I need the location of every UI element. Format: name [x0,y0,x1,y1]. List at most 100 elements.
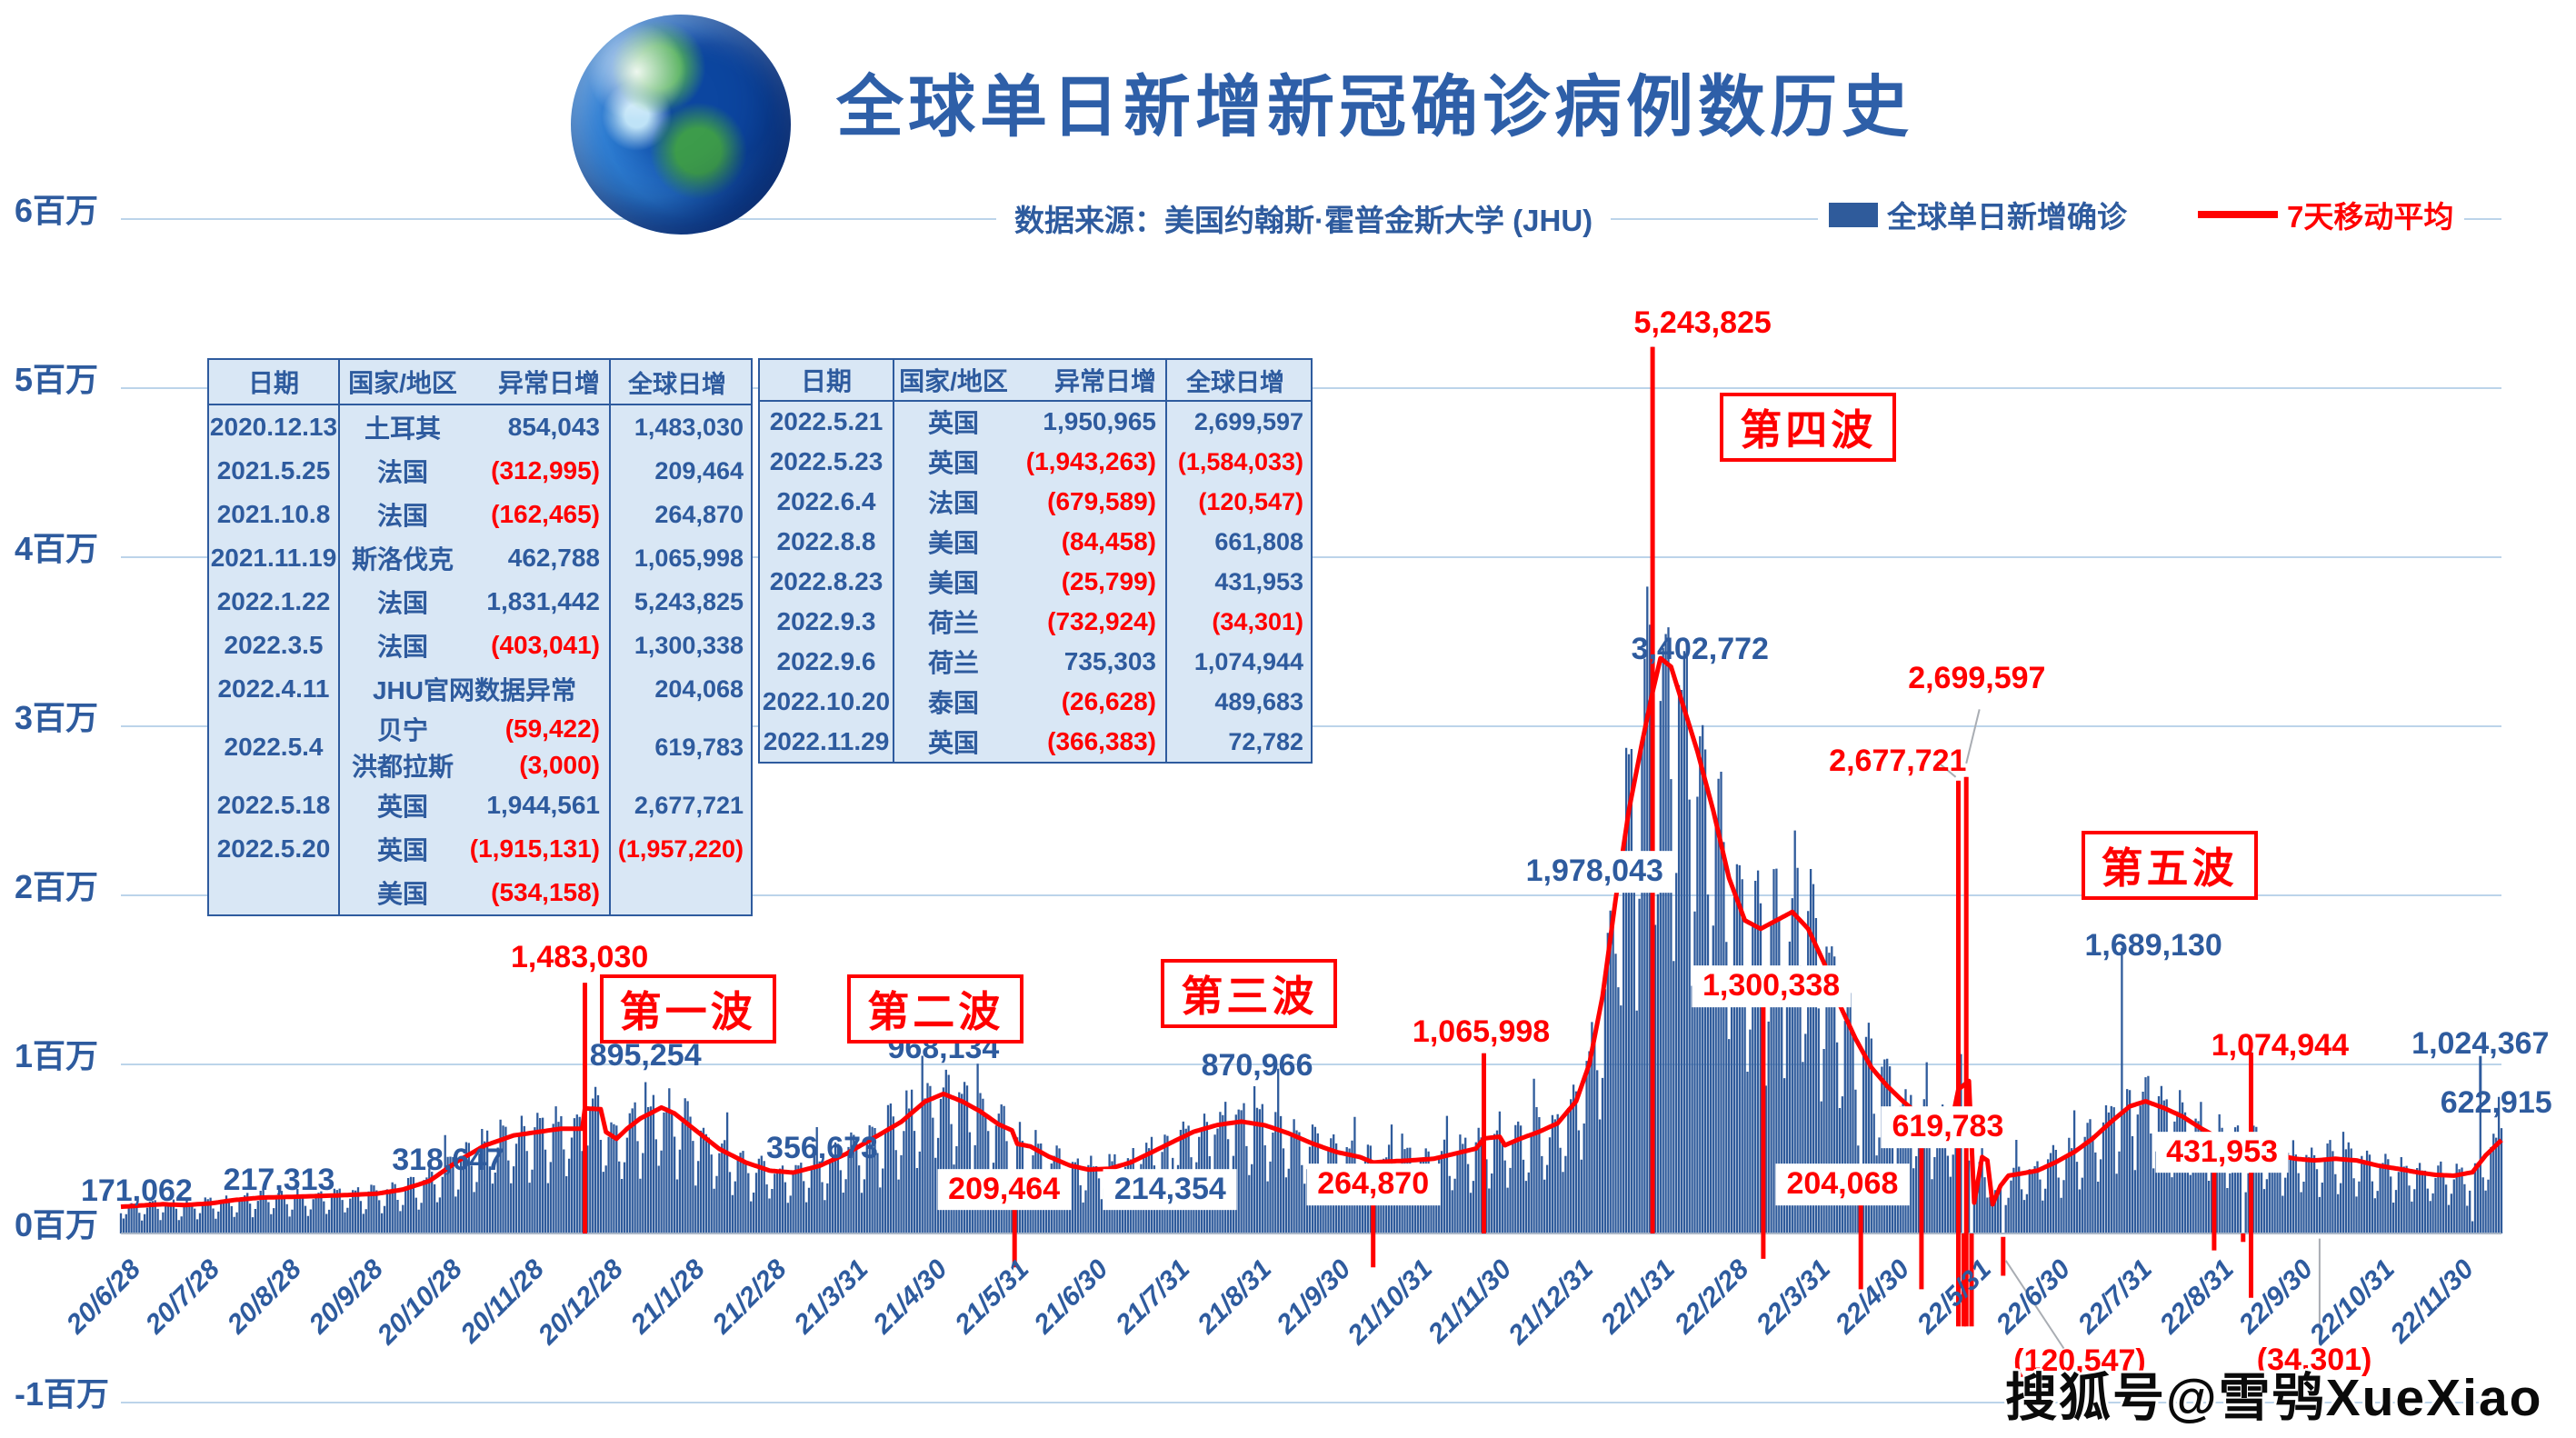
value-label: 1,689,130 [2084,927,2222,963]
date-cell [209,871,338,914]
value-label: 870,966 [1201,1048,1313,1083]
value-label: 2,677,721 [1829,744,1967,779]
svg-text:0百万: 0百万 [15,1206,98,1243]
date-cell: 2022.5.20 [216,834,331,863]
svg-text:21/1/28: 21/1/28 [624,1253,711,1340]
table-row: 美国 (534,158) [209,871,751,914]
anomaly-cell: JHU官网数据异常 [338,667,611,711]
leader-lines [1936,709,2482,1350]
value-label: 1,074,944 [2211,1027,2349,1063]
anomaly-table-right: 日期 国家/地区 异常日增 全球日增 2022.5.21 英国 1,950,965 2,699… [758,358,1313,764]
anomaly-cell: 英国 1,950,965 [893,402,1167,442]
date-cell: 2022.11.29 [763,727,890,755]
svg-text:22/2/28: 22/2/28 [1669,1253,1755,1340]
table-row: 2021.10.8 法国 (162,465) 264,870 [209,493,751,536]
wave-label: 第四波 [1720,392,1897,462]
svg-text:22/8/31: 22/8/31 [2153,1254,2240,1341]
value-label: (34,301) [2256,1342,2372,1377]
value-label: 5,243,825 [1633,305,1772,341]
table-header-row: 日期 国家/地区 异常日增 全球日增 [209,360,751,405]
svg-text:21/4/30: 21/4/30 [867,1253,954,1340]
table-row: 2022.4.11 JHU官网数据异常 204,068 [209,667,751,711]
date-cell: 2022.9.6 [776,647,876,675]
value-label: 217,313 [223,1163,335,1198]
svg-text:22/5/31: 22/5/31 [1911,1254,1997,1341]
date-cell: 2022.5.23 [769,447,884,475]
global-cell: 661,808 [1214,527,1303,555]
table-row: 2022.5.4 贝宁 (59,422) 洪都拉斯 (3,000) 619,783 [209,711,751,784]
table-header-row: 日期 国家/地区 异常日增 全球日增 [760,360,1311,402]
svg-text:22/1/31: 22/1/31 [1594,1254,1681,1341]
anomaly-cell: 英国 (1,915,131) [338,827,611,871]
line-series-swatch [2198,211,2278,218]
header-global: 全球日增 [628,370,726,398]
globe-icon [571,15,791,235]
date-cell: 2022.3.5 [224,631,324,659]
svg-text:21/12/31: 21/12/31 [1503,1254,1600,1352]
table-row: 2022.10.20 泰国 (26,628) 489,683 [760,682,1311,722]
svg-text:22/10/31: 22/10/31 [2303,1254,2401,1352]
global-cell: 2,699,597 [1193,407,1303,435]
date-cell: 2020.12.13 [209,413,338,441]
svg-text:21/11/30: 21/11/30 [1422,1253,1517,1349]
value-label: 895,254 [589,1037,702,1073]
value-label: 356,673 [766,1131,878,1166]
anomaly-cell: 美国 (84,458) [893,522,1167,562]
value-label: 1,300,338 [1691,965,1852,1008]
table-row: 2022.9.6 荷兰 735,303 1,074,944 [760,642,1311,682]
global-cell: 1,300,338 [634,631,744,659]
anomaly-cell: 贝宁 (59,422) 洪都拉斯 (3,000) [338,711,611,784]
anomaly-table-left: 日期 国家/地区 异常日增 全球日增 2020.12.13 土耳其 854,043 1,483… [207,358,753,916]
svg-text:22/11/30: 22/11/30 [2384,1253,2480,1349]
date-cell: 2022.9.3 [776,607,876,635]
svg-text:20/10/28: 20/10/28 [371,1253,468,1351]
date-cell: 2022.5.18 [216,791,331,819]
wave-label: 第一波 [599,974,776,1044]
value-label: 214,354 [1103,1168,1237,1211]
table-row: 2020.12.13 土耳其 854,043 1,483,030 [209,405,751,449]
table-row: 2022.11.29 英国 (366,383) 72,782 [760,722,1311,762]
table-row: 2022.5.23 英国 (1,943,263) (1,584,033) [760,442,1311,482]
svg-text:22/4/30: 22/4/30 [1829,1253,1915,1340]
value-label: 264,870 [1306,1163,1441,1205]
date-cell: 2021.11.19 [210,544,337,572]
header-mid: 国家/地区 异常日增 [893,360,1167,400]
value-label: 619,783 [1881,1105,2015,1148]
global-cell: 264,870 [654,500,744,528]
anomaly-cell: 英国 (1,943,263) [893,442,1167,482]
global-cell [611,871,751,914]
global-cell: (120,547) [1198,487,1303,515]
svg-text:5百万: 5百万 [15,361,98,398]
table-row: 2022.8.8 美国 (84,458) 661,808 [760,522,1311,562]
table-row: 2022.1.22 法国 1,831,442 5,243,825 [209,580,751,624]
svg-text:21/5/31: 21/5/31 [949,1254,1035,1341]
header-date: 日期 [247,369,299,397]
date-cell: 2022.1.22 [216,587,331,615]
value-label: 431,953 [2155,1131,2290,1173]
y-axis-labels: 6百万 5百万 4百万 3百万 2百万 1百万 0百万 -1百万 [15,192,109,1413]
anomaly-cell: 土耳其 854,043 [338,405,611,449]
value-label: 318,647 [392,1143,504,1178]
svg-text:4百万: 4百万 [15,530,98,567]
global-cell: 209,464 [654,456,744,484]
svg-text:21/3/31: 21/3/31 [788,1254,874,1341]
svg-text:20/8/28: 20/8/28 [221,1253,307,1340]
anomaly-markers [583,346,2253,1327]
data-source-label: 数据来源：美国约翰斯·霍普金斯大学 (JHU) [996,196,1612,240]
anomaly-cell: 法国 (162,465) [338,493,611,536]
svg-text:22/3/31: 22/3/31 [1750,1254,1836,1341]
svg-text:6百万: 6百万 [15,192,98,229]
chart-legend: 全球单日新增确诊 7天移动平均 [1818,193,2465,236]
value-label: 2,699,597 [1908,661,2046,696]
value-label: 1,483,030 [511,939,649,974]
date-cell: 2021.5.25 [216,456,331,484]
svg-text:3百万: 3百万 [15,699,98,736]
wave-label: 第三波 [1161,958,1338,1028]
svg-text:20/7/28: 20/7/28 [139,1253,225,1340]
svg-text:-1百万: -1百万 [15,1375,109,1413]
table-row: 2022.5.20 英国 (1,915,131) (1,957,220) [209,827,751,871]
header-global: 全球日增 [1186,368,1284,396]
svg-text:21/7/31: 21/7/31 [1110,1254,1196,1341]
